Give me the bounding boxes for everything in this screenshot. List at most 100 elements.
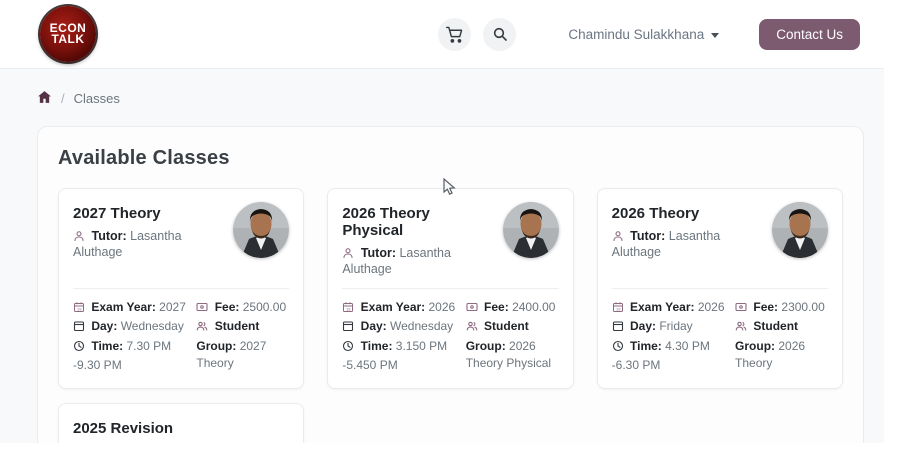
fee-value: 2400.00	[512, 300, 556, 314]
student-group-row: Student Group: 2027 Theory	[196, 318, 289, 372]
page-body: / Classes Available Classes 2027 Theory …	[0, 69, 884, 443]
class-card-heading: 2026 Theory Physical Tutor: Lasantha Alu…	[342, 202, 494, 286]
breadcrumb: / Classes	[37, 90, 864, 107]
clock-icon	[612, 340, 624, 357]
time-label: Time:	[91, 338, 127, 353]
chevron-down-icon	[711, 32, 720, 38]
credit-card-icon	[196, 301, 208, 318]
users-icon	[196, 320, 208, 337]
class-card[interactable]: 2027 Theory Tutor: Lasantha Aluthage	[58, 188, 305, 389]
calendar-blank-icon	[612, 320, 624, 337]
user-name: Chamindu Sulakkhana	[568, 26, 705, 42]
tutor-name: Lasantha Aluthage	[342, 246, 451, 276]
day-row: Day: Wednesday	[73, 318, 186, 337]
card-divider	[73, 288, 290, 289]
users-icon	[466, 320, 478, 337]
person-icon	[612, 230, 624, 245]
time-row: Time: 4.30 PM -6.30 PM	[612, 338, 725, 375]
breadcrumb-separator: /	[61, 91, 65, 106]
available-classes-panel: Available Classes 2027 Theory Tutor: Las…	[37, 126, 864, 443]
fee-row: Fee: 2500.00	[196, 299, 289, 318]
tutor-line: Tutor: Lasantha Aluthage	[612, 229, 764, 259]
fee-row: Fee: 2400.00	[466, 299, 559, 318]
credit-card-icon	[735, 301, 747, 318]
student-group-label: Student Group:	[735, 319, 799, 353]
card-divider	[342, 288, 559, 289]
clock-icon	[73, 340, 85, 357]
day-row: Day: Friday	[612, 318, 725, 337]
fee-row: Fee: 2300.00	[735, 299, 828, 318]
class-card[interactable]: 2026 Theory Physical Tutor: Lasantha Alu…	[327, 188, 574, 389]
time-label: Time:	[360, 338, 396, 353]
top-navigation-bar: ECON TALK	[0, 0, 884, 69]
person-icon	[342, 247, 354, 262]
cart-button[interactable]	[438, 17, 472, 51]
time-value: 4.30 PM -6.30 PM	[611, 338, 710, 373]
user-account-menu[interactable]: Chamindu Sulakkhana	[568, 26, 720, 42]
person-icon	[73, 230, 85, 245]
exam-year-row: 19 Exam Year: 2026	[612, 299, 725, 318]
day-label: Day:	[630, 319, 660, 334]
tutor-line: Tutor: Lasantha Aluthage	[73, 229, 225, 259]
econ-talk-logo[interactable]: ECON TALK	[40, 6, 96, 62]
student-group-value: 2026 Theory	[735, 338, 806, 371]
calendar-blank-icon	[73, 320, 85, 337]
time-value: 3.150 PM -5.450 PM	[342, 338, 448, 373]
day-label: Day:	[91, 319, 121, 334]
calendar-date-icon: 19	[342, 301, 354, 318]
contact-us-button[interactable]: Contact Us	[759, 18, 860, 50]
day-value: Friday	[659, 319, 693, 334]
tutor-label: Tutor:	[360, 246, 400, 260]
class-card-details: 19 Exam Year: 2027 Day: Wednesday	[73, 299, 289, 375]
details-right-column: Fee: 2500.00 Student Group: 2027 Theory	[196, 299, 289, 375]
time-row: Time: 3.150 PM -5.450 PM	[342, 338, 455, 375]
class-card-header: 2025 Revision Tutor: Lasantha Aluthage	[73, 417, 289, 443]
home-icon	[37, 90, 52, 107]
breadcrumb-home-link[interactable]	[37, 90, 52, 107]
logo-text-line1: ECON	[49, 21, 87, 35]
student-group-label: Student Group:	[196, 319, 260, 353]
fee-label: Fee:	[484, 300, 513, 314]
tutor-name: Lasantha Aluthage	[73, 229, 182, 259]
card-divider	[611, 288, 828, 289]
class-name: 2026 Theory	[611, 205, 700, 222]
time-row: Time: 7.30 PM -9.30 PM	[73, 338, 186, 375]
class-card-details: 19 Exam Year: 2026 Day: Wednesday	[342, 299, 558, 375]
details-left-column: 19 Exam Year: 2026 Day: Wednesday	[342, 299, 455, 375]
fee-value: 2300.00	[781, 300, 825, 314]
class-card[interactable]: 2026 Theory Tutor: Lasantha Aluthage	[596, 188, 843, 389]
users-icon	[735, 320, 747, 337]
class-card-details: 19 Exam Year: 2026 Day: Friday	[612, 299, 828, 375]
class-card-heading: 2025 Revision Tutor: Lasantha Aluthage	[73, 417, 234, 443]
search-icon	[492, 26, 508, 42]
topbar-actions: Chamindu Sulakkhana Contact Us	[438, 17, 860, 51]
exam-year-label: Exam Year:	[360, 300, 429, 314]
day-label: Day:	[360, 319, 391, 334]
tutor-label: Tutor:	[91, 229, 131, 243]
day-row: Day: Wednesday	[342, 318, 455, 337]
clock-icon	[342, 340, 354, 357]
class-card-header: 2026 Theory Physical Tutor: Lasantha Alu…	[342, 202, 559, 286]
exam-year-label: Exam Year:	[630, 300, 698, 314]
details-right-column: Fee: 2300.00 Student Group: 2026 Theory	[735, 299, 828, 375]
student-group-value: 2027 Theory	[196, 338, 267, 371]
exam-year-value: 2026	[697, 300, 725, 314]
fee-label: Fee:	[753, 300, 782, 314]
class-name: 2026 Theory Physical	[342, 205, 430, 239]
tutor-avatar	[502, 202, 559, 258]
exam-year-value: 2026	[428, 300, 456, 314]
svg-text:19: 19	[77, 307, 82, 312]
svg-text:19: 19	[346, 307, 351, 312]
logo-text-line2: TALK	[51, 32, 85, 46]
details-left-column: 19 Exam Year: 2026 Day: Friday	[612, 299, 725, 375]
class-card-header: 2027 Theory Tutor: Lasantha Aluthage	[73, 202, 290, 286]
classes-grid: 2027 Theory Tutor: Lasantha Aluthage	[58, 188, 843, 443]
class-card-heading: 2027 Theory Tutor: Lasantha Aluthage	[73, 202, 225, 286]
tutor-name: Lasantha Aluthage	[611, 229, 721, 259]
class-card[interactable]: 2025 Revision Tutor: Lasantha Aluthage	[58, 402, 305, 443]
student-group-value: 2026 Theory Physical	[465, 338, 552, 371]
class-name: 2025 Revision	[73, 419, 174, 437]
search-button[interactable]	[483, 17, 517, 51]
tutor-line: Tutor: Lasantha Aluthage	[342, 246, 494, 276]
